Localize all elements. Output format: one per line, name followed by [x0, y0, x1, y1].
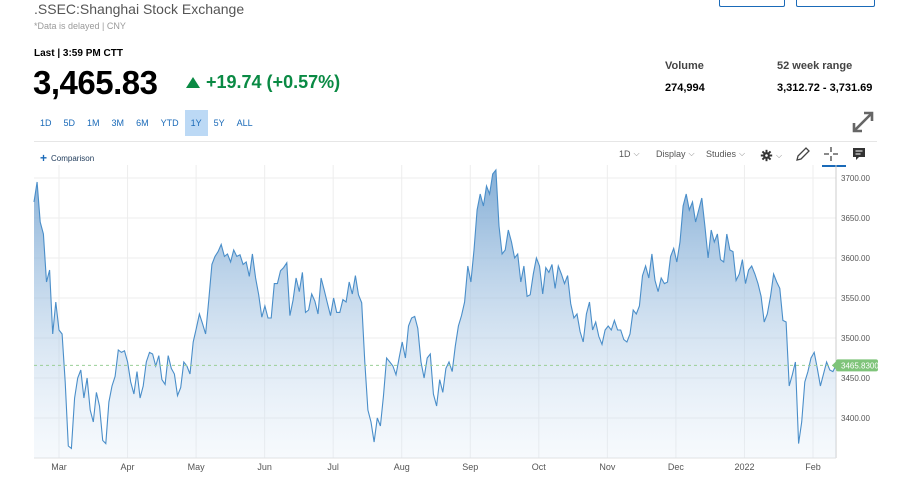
header-button-2[interactable] — [796, 0, 875, 7]
tab-ytd[interactable]: YTD — [160, 118, 179, 128]
chevron-down-icon: ⌵ — [739, 149, 746, 158]
tab-5d[interactable]: 5D — [63, 118, 76, 128]
y-tick-label: 3400.00 — [841, 414, 870, 423]
range-label: 52 week range — [777, 60, 853, 72]
display-menu[interactable]: Display ⌵ — [656, 149, 695, 159]
header-button-1[interactable] — [719, 0, 785, 7]
crosshair-active-indicator — [822, 165, 846, 167]
studies-label: Studies — [706, 149, 737, 159]
y-tick-label: 3550.00 — [841, 294, 870, 303]
chevron-down-icon: ⌵ — [776, 150, 783, 160]
volume-label: Volume — [665, 60, 704, 72]
price-change: +19.74 (+0.57%) — [186, 72, 340, 93]
y-tick-label: 3450.00 — [841, 374, 870, 383]
y-tick-label: 3500.00 — [841, 334, 870, 343]
y-tick-label: 3600.00 — [841, 254, 870, 263]
x-tick-label: Mar — [51, 462, 67, 472]
x-tick-label: Feb — [805, 462, 821, 472]
series-line — [33, 168, 837, 450]
x-tick-label: Jun — [257, 462, 272, 472]
tab-1y[interactable]: 1Y — [184, 110, 208, 136]
time-range-tabs: 1D 5D 1M 3M 6M YTD 1Y 5Y ALL — [34, 110, 259, 136]
chevron-down-icon: ⌵ — [688, 149, 695, 158]
settings-menu[interactable]: ⌵ — [760, 149, 782, 162]
page-title: .SSEC:Shanghai Stock Exchange — [34, 1, 245, 17]
gear-icon — [760, 149, 773, 162]
x-tick-label: Oct — [532, 462, 547, 472]
plus-icon: + — [40, 151, 48, 165]
studies-menu[interactable]: Studies ⌵ — [706, 149, 745, 159]
current-value-label: 3465.8300 — [841, 361, 879, 370]
comment-icon[interactable] — [850, 145, 868, 163]
range-value: 3,312.72 - 3,731.69 — [777, 82, 873, 94]
tab-1d[interactable]: 1D — [40, 118, 52, 128]
toolbar-divider — [34, 141, 877, 142]
x-tick-label: Nov — [599, 462, 616, 472]
display-label: Display — [656, 149, 686, 159]
tab-5y[interactable]: 5Y — [213, 118, 225, 128]
interval-label: 1D — [619, 149, 631, 159]
interval-select[interactable]: 1D ⌵ — [619, 149, 640, 159]
data-delay-note: *Data is delayed | CNY — [34, 21, 126, 31]
up-arrow-icon — [186, 77, 200, 88]
series-area — [34, 170, 836, 458]
x-tick-label: 2022 — [734, 462, 754, 472]
crosshair-icon[interactable] — [822, 145, 840, 163]
price-change-value: +19.74 (+0.57%) — [206, 72, 341, 92]
pencil-icon[interactable] — [794, 145, 812, 163]
x-tick-label: Apr — [121, 462, 135, 472]
comparison-label: Comparison — [51, 153, 95, 163]
current-value-pointer — [832, 361, 836, 370]
tab-all[interactable]: ALL — [236, 118, 253, 128]
tab-6m[interactable]: 6M — [136, 118, 149, 128]
current-value-tag — [836, 359, 878, 372]
comparison-button[interactable]: + Comparison — [40, 151, 94, 165]
x-tick-label: Sep — [462, 462, 478, 472]
volume-value: 274,994 — [665, 82, 705, 94]
last-trade-time: Last | 3:59 PM CTT — [34, 48, 123, 59]
y-tick-label: 3650.00 — [841, 214, 870, 223]
x-tick-label: Dec — [668, 462, 685, 472]
last-price: 3,465.83 — [33, 64, 158, 101]
tab-1m[interactable]: 1M — [87, 118, 100, 128]
tab-3m[interactable]: 3M — [111, 118, 125, 128]
chevron-down-icon: ⌵ — [633, 149, 640, 158]
x-tick-label: Jul — [327, 462, 339, 472]
x-tick-label: May — [188, 462, 206, 472]
x-tick-label: Aug — [394, 462, 410, 472]
expand-icon[interactable] — [851, 110, 875, 134]
y-tick-label: 3700.00 — [841, 174, 870, 183]
